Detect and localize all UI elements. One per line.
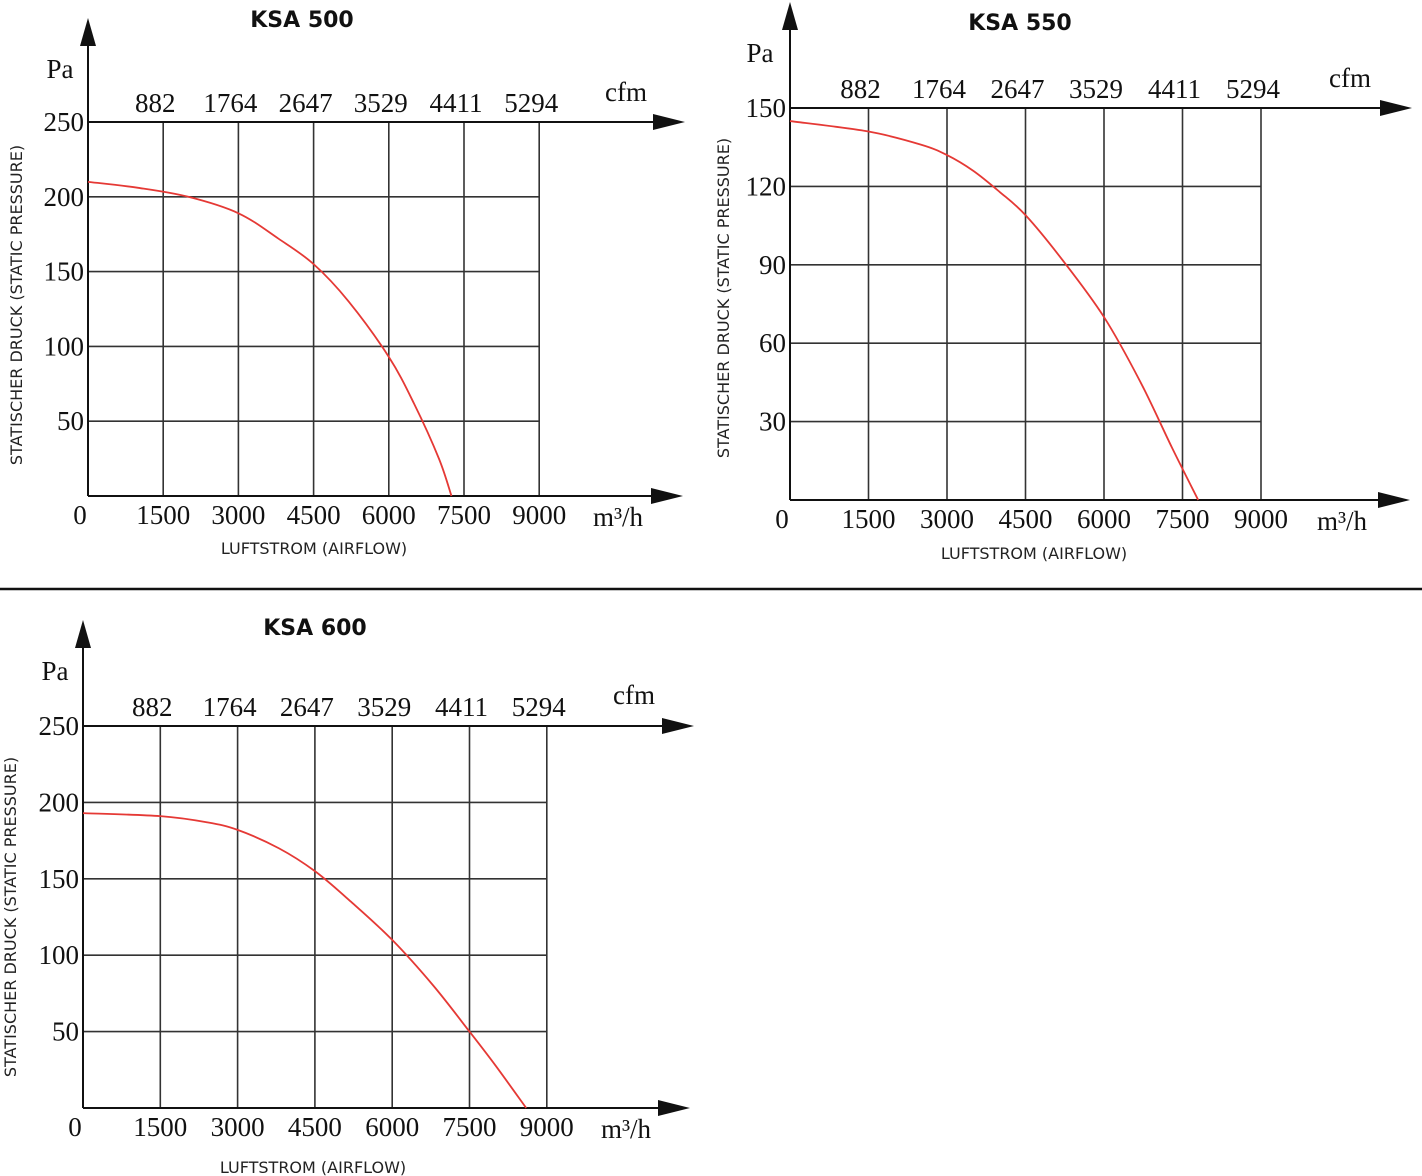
y-tick-label: 250 xyxy=(39,711,80,741)
cfm-tick-label: 3529 xyxy=(1069,74,1123,104)
y-tick-label: 50 xyxy=(57,406,84,436)
y-tick-label: 50 xyxy=(52,1017,79,1047)
x-tick-label: 1500 xyxy=(842,504,896,534)
x-unit-label: m³/h xyxy=(601,1114,652,1144)
cfm-unit-label: cfm xyxy=(1329,63,1371,93)
y-axis-arrow-icon xyxy=(782,2,798,30)
x-axis-arrow-icon xyxy=(651,488,683,504)
x-tick-label: 9000 xyxy=(512,500,566,530)
y-unit-label: Pa xyxy=(42,656,69,686)
cfm-unit-label: cfm xyxy=(605,77,647,107)
x-unit-label: m³/h xyxy=(593,502,644,532)
x-tick-label: 3000 xyxy=(211,1112,265,1142)
cfm-axis-arrow-icon xyxy=(1380,100,1412,116)
x-tick-label: 7500 xyxy=(443,1112,497,1142)
cfm-axis-arrow-icon xyxy=(653,114,685,130)
y-tick-label: 90 xyxy=(759,250,786,280)
y-unit-label: Pa xyxy=(47,54,74,84)
x-tick-label: 7500 xyxy=(437,500,491,530)
y-tick-label: 60 xyxy=(759,328,786,358)
x-axis-title: LUFTSTROM (AIRFLOW) xyxy=(220,1158,406,1176)
cfm-tick-label: 1764 xyxy=(912,74,967,104)
cfm-tick-label: 3529 xyxy=(354,88,408,118)
y-axis-arrow-icon xyxy=(75,620,91,648)
y-unit-label: Pa xyxy=(747,38,774,68)
x-tick-label: 7500 xyxy=(1156,504,1210,534)
x-axis-title: LUFTSTROM (AIRFLOW) xyxy=(221,539,407,558)
cfm-tick-label: 2647 xyxy=(279,88,333,118)
performance-curve xyxy=(82,812,527,1109)
x-axis-title: LUFTSTROM (AIRFLOW) xyxy=(941,544,1127,563)
x-tick-label: 6000 xyxy=(362,500,416,530)
x-axis-arrow-icon xyxy=(1378,492,1410,508)
cfm-tick-label: 1764 xyxy=(203,88,258,118)
y-axis-title: STATISCHER DRUCK (STATIC PRESSURE) xyxy=(7,145,26,465)
performance-curve xyxy=(789,120,1200,501)
cfm-tick-label: 1764 xyxy=(203,692,258,722)
y-tick-label: 30 xyxy=(759,407,786,437)
cfm-tick-label: 5294 xyxy=(512,692,567,722)
chart-title: KSA 500 xyxy=(250,8,354,33)
y-tick-label: 150 xyxy=(44,257,85,287)
x-tick-label: 4500 xyxy=(999,504,1053,534)
y-tick-label: 150 xyxy=(746,93,787,123)
y-axis-title: STATISCHER DRUCK (STATIC PRESSURE) xyxy=(1,757,20,1077)
y-tick-label: 250 xyxy=(44,107,85,137)
cfm-tick-label: 882 xyxy=(132,692,173,722)
cfm-tick-label: 4411 xyxy=(1148,74,1201,104)
x-tick-label: 1500 xyxy=(133,1112,187,1142)
y-axis-title: STATISCHER DRUCK (STATIC PRESSURE) xyxy=(714,138,733,458)
chart-title: KSA 600 xyxy=(263,616,367,641)
x-tick-label: 0 xyxy=(775,504,789,534)
x-tick-label: 4500 xyxy=(287,500,341,530)
x-tick-label: 1500 xyxy=(136,500,190,530)
cfm-tick-label: 3529 xyxy=(357,692,411,722)
x-tick-label: 6000 xyxy=(365,1112,419,1142)
x-tick-label: 3000 xyxy=(211,500,265,530)
x-tick-label: 9000 xyxy=(1234,504,1288,534)
y-tick-label: 100 xyxy=(44,331,85,361)
cfm-axis-arrow-icon xyxy=(662,718,694,734)
x-axis-arrow-icon xyxy=(658,1100,690,1116)
y-axis-arrow-icon xyxy=(80,18,96,46)
x-tick-label: 3000 xyxy=(920,504,974,534)
x-tick-label: 4500 xyxy=(288,1112,342,1142)
y-tick-label: 200 xyxy=(39,787,80,817)
cfm-tick-label: 2647 xyxy=(991,74,1045,104)
x-tick-label: 0 xyxy=(68,1112,82,1142)
cfm-tick-label: 5294 xyxy=(504,88,559,118)
x-unit-label: m³/h xyxy=(1317,506,1368,536)
cfm-tick-label: 2647 xyxy=(280,692,334,722)
x-tick-label: 0 xyxy=(73,500,87,530)
cfm-tick-label: 5294 xyxy=(1226,74,1281,104)
performance-curve xyxy=(87,180,453,497)
cfm-tick-label: 4411 xyxy=(435,692,488,722)
x-tick-label: 6000 xyxy=(1077,504,1131,534)
y-tick-label: 200 xyxy=(44,182,85,212)
cfm-tick-label: 882 xyxy=(840,74,881,104)
y-tick-label: 120 xyxy=(746,171,787,201)
cfm-tick-label: 882 xyxy=(135,88,176,118)
y-tick-label: 150 xyxy=(39,864,80,894)
cfm-tick-label: 4411 xyxy=(430,88,483,118)
cfm-unit-label: cfm xyxy=(613,680,655,710)
x-tick-label: 9000 xyxy=(520,1112,574,1142)
y-tick-label: 100 xyxy=(39,940,80,970)
chart-title: KSA 550 xyxy=(968,11,1072,36)
